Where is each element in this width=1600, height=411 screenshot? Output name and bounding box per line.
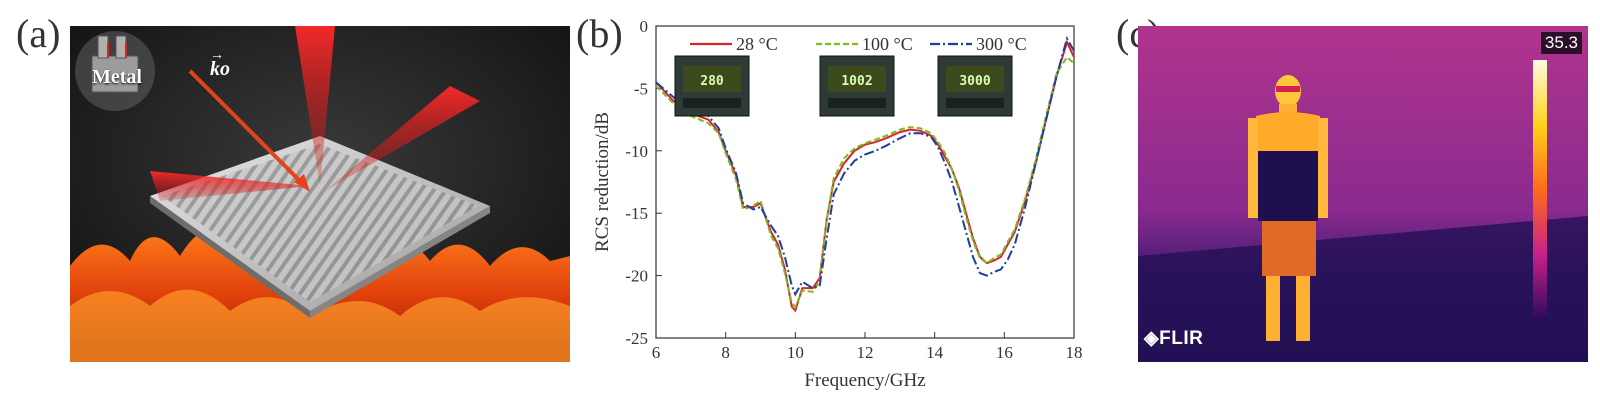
thermal-image: 35.3 ◈FLIR xyxy=(1138,26,1588,362)
y-tick-label: -20 xyxy=(625,267,648,286)
y-tick-label: -15 xyxy=(625,204,648,223)
x-tick-label: 8 xyxy=(721,343,730,362)
rcs-chart-svg: 6 8 10 12 14 16 18 0 -5 -10 -15 -20 -25 Frequency/GHz… xyxy=(592,17,1083,391)
flir-diamond-icon: ◈ xyxy=(1144,328,1160,349)
inset-lcd-screen xyxy=(946,66,1004,92)
metal-unit-cell-icon xyxy=(91,55,139,93)
legend-entry: 300 °C xyxy=(976,34,1027,54)
inset-lcd-readout: 1002 xyxy=(841,74,872,89)
flir-logo: ◈FLIR xyxy=(1144,327,1203,350)
inset-buttons xyxy=(683,98,741,108)
x-tick-label: 12 xyxy=(857,343,874,362)
metasurface-scene xyxy=(70,26,570,362)
x-tick-label: 10 xyxy=(787,343,804,362)
inset-lcd-readout: 280 xyxy=(700,74,724,89)
series-line-2 xyxy=(655,35,1075,297)
inset-lcd-screen xyxy=(683,66,741,92)
metasurface-illustration: Metal → ko xyxy=(70,26,570,362)
reflected-beam xyxy=(295,26,335,186)
inset-buttons xyxy=(946,98,1004,108)
legend-entry: 28 °C xyxy=(736,34,778,54)
incident-wave-arrow xyxy=(188,69,307,188)
thermal-scene xyxy=(1138,26,1588,362)
flir-brand-text: FLIR xyxy=(1159,328,1204,349)
y-tick-label: -5 xyxy=(634,79,648,98)
held-metasurface-sample xyxy=(1258,151,1318,221)
x-tick-label: 6 xyxy=(652,343,661,362)
x-tick-label: 18 xyxy=(1066,343,1083,362)
reflected-beam xyxy=(150,171,310,201)
metal-label: Metal xyxy=(92,66,142,88)
panel-b-label: (b) xyxy=(576,11,623,56)
x-tick-label: 16 xyxy=(996,343,1013,362)
rcs-reduction-chart: 6 8 10 12 14 16 18 0 -5 -10 -15 -20 -25 Frequency/GHz… xyxy=(590,0,1110,406)
max-temperature-readout: 35.3 xyxy=(1540,32,1582,54)
y-tick-label: -10 xyxy=(625,142,648,161)
inset-buttons xyxy=(828,98,886,108)
legend-entry: 100 °C xyxy=(862,34,913,54)
inset-lcd-screen xyxy=(828,66,886,92)
vector-arrow-icon: → xyxy=(210,48,224,63)
y-tick-label: -25 xyxy=(625,329,648,348)
temperature-scale-bar xyxy=(1533,60,1547,320)
x-axis-title: Frequency/GHz xyxy=(804,370,925,391)
inset-lcd-readout: 3000 xyxy=(959,74,990,89)
x-tick-label: 14 xyxy=(926,343,944,362)
y-tick-label: 0 xyxy=(640,17,649,36)
panel-a-label: (a) xyxy=(16,11,61,56)
reflected-beam xyxy=(325,86,480,191)
wave-vector-label: ko xyxy=(210,58,230,80)
y-axis-title: RCS reduction/dB xyxy=(592,112,613,252)
person-thermal-silhouette xyxy=(1248,75,1328,341)
